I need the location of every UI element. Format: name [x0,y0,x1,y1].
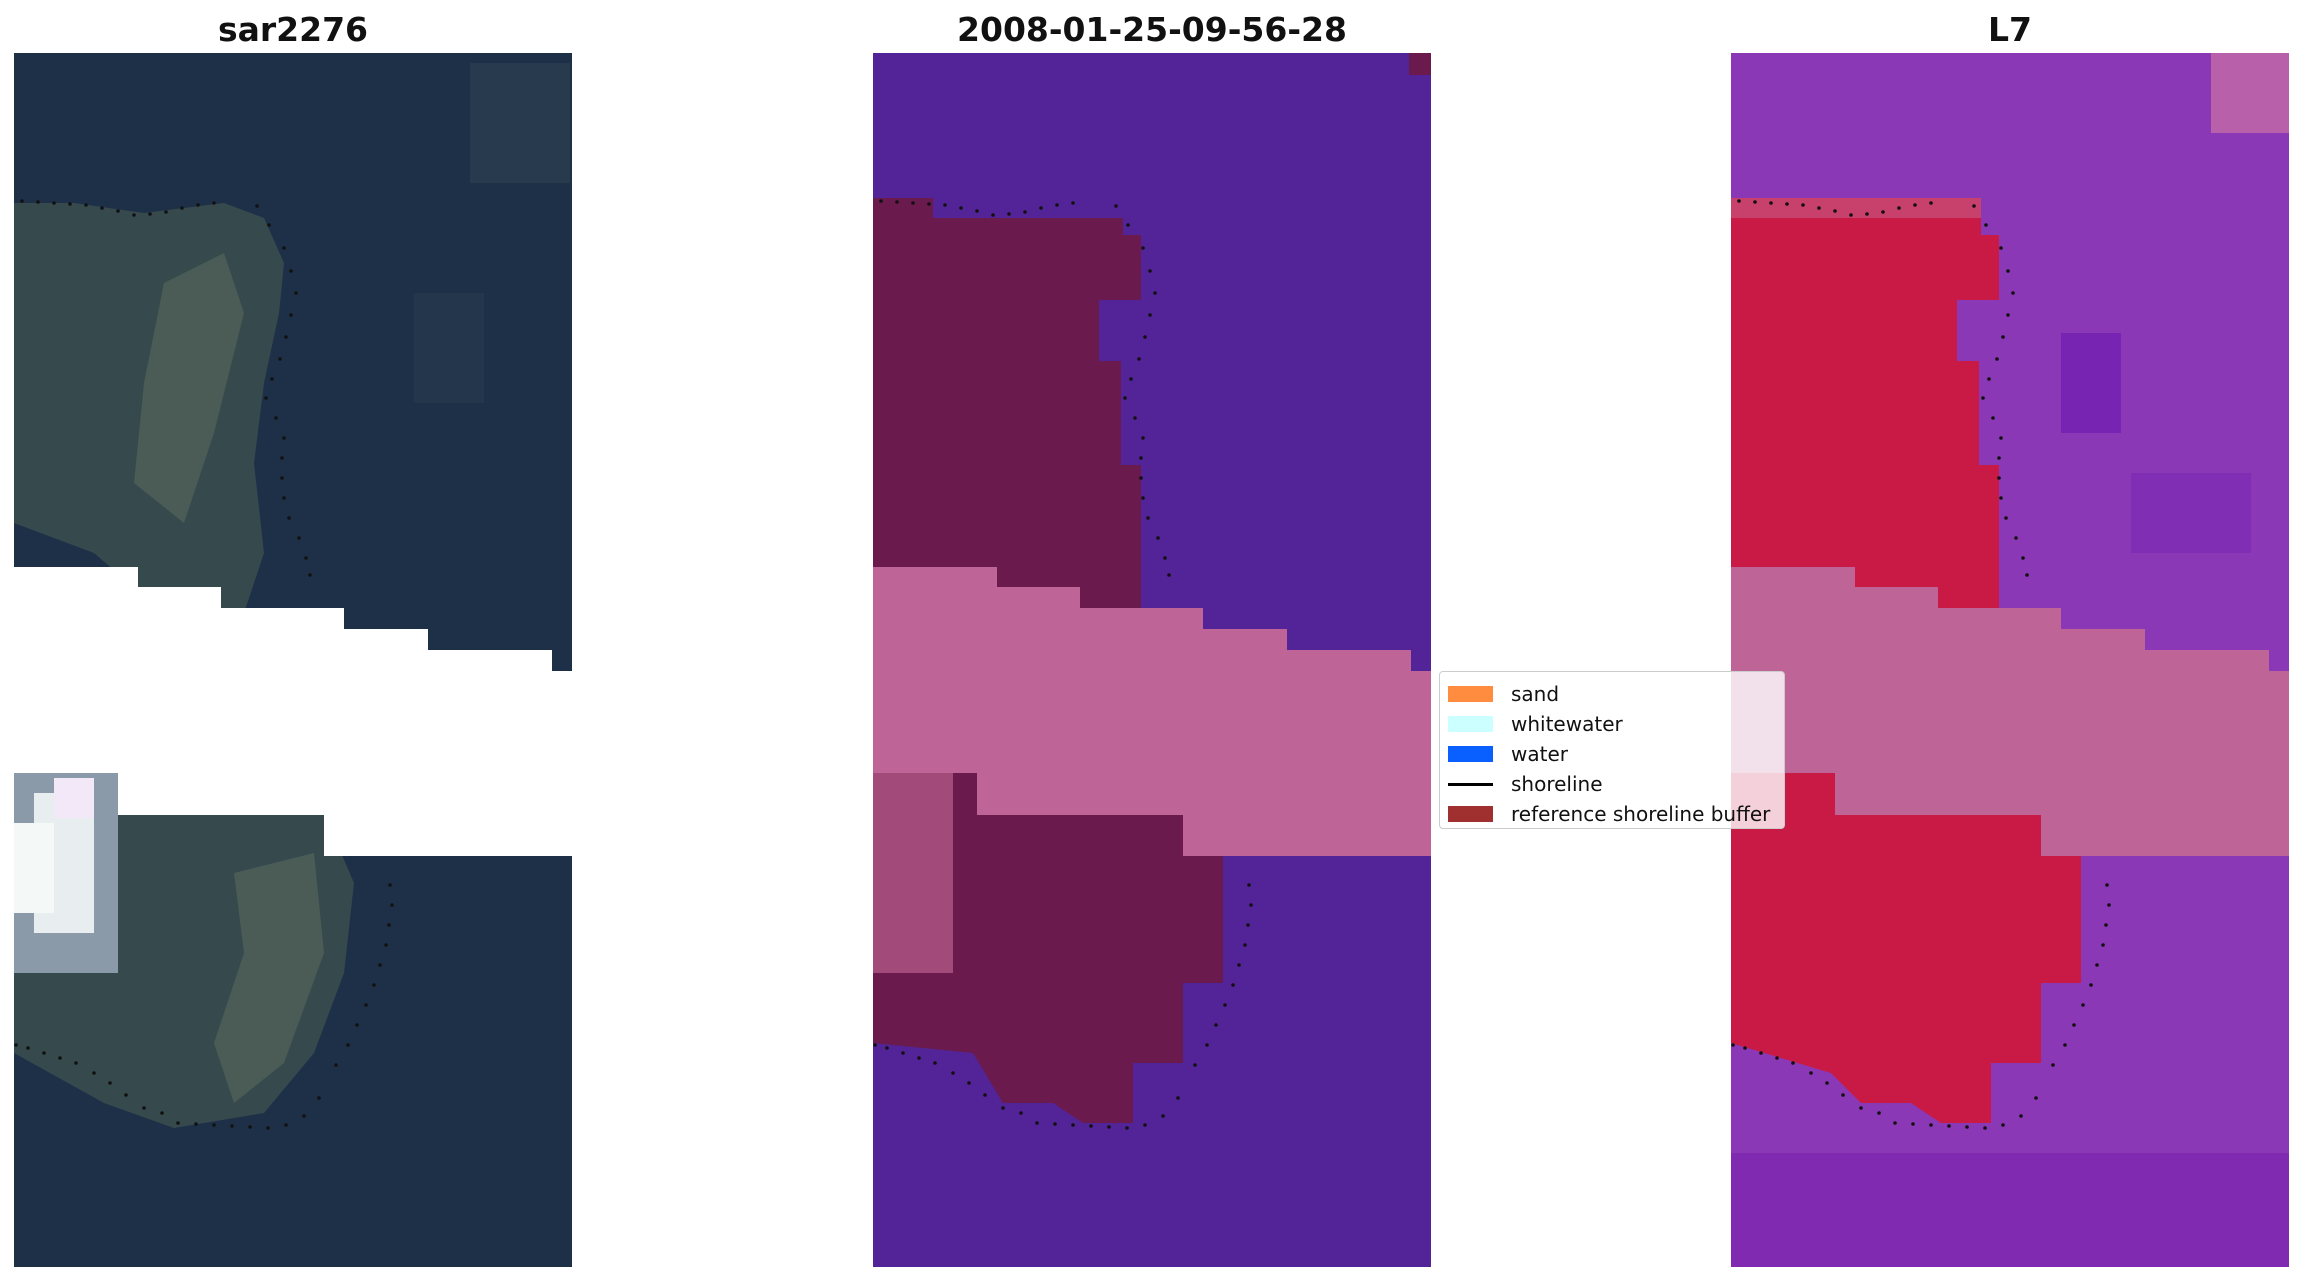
legend-item-whitewater: whitewater [1448,710,1623,738]
rgb-nodata-area [14,567,572,856]
classification-panel-title: 2008-01-25-09-56-28 [957,10,1347,49]
rgb-shoreline-bottom [14,883,394,1130]
index-image [1731,53,2289,1267]
legend-label: water [1511,742,1568,766]
legend-item-water: water [1448,740,1568,768]
index-land-bottom [1731,773,2081,1123]
legend-label: shoreline [1511,772,1603,796]
class-shoreline-top [879,199,1171,577]
class-land-bottom [873,773,1223,1123]
rgb-sand-strip-top [134,253,244,523]
water-swatch-icon [1448,746,1493,762]
rgb-panel-title: sar2276 [217,10,369,49]
legend: sand whitewater water shoreline referenc… [1439,671,1785,829]
legend-item-reference-shoreline-buffer: reference shoreline buffer [1448,800,1770,828]
buffer-swatch-icon [1448,806,1493,822]
index-shoreline-bottom [1731,883,2111,1130]
classification-panel [873,53,1431,1267]
whitewater-swatch-icon [1448,716,1493,732]
class-land-top [873,198,1141,608]
legend-label: reference shoreline buffer [1511,802,1771,826]
class-nodata-area [873,567,1431,856]
index-nodata-area [1731,567,2289,856]
legend-label: whitewater [1511,712,1623,736]
rgb-shoreline-top [20,199,312,577]
legend-label: sand [1511,682,1560,706]
legend-item-sand: sand [1448,680,1559,708]
legend-item-shoreline: shoreline [1448,770,1603,798]
classification-image [873,53,1431,1267]
index-panel [1731,53,2289,1267]
shoreline-line-icon [1448,782,1493,786]
class-shoreline-bottom [873,883,1253,1130]
rgb-image [14,53,572,1267]
index-panel-title: L7 [1988,10,2032,49]
rgb-image-panel [14,53,572,1267]
rgb-sand-strip-bottom [214,853,324,1103]
index-shoreline-top [1737,199,2029,577]
sand-swatch-icon [1448,686,1493,702]
index-land-top [1731,198,1999,608]
